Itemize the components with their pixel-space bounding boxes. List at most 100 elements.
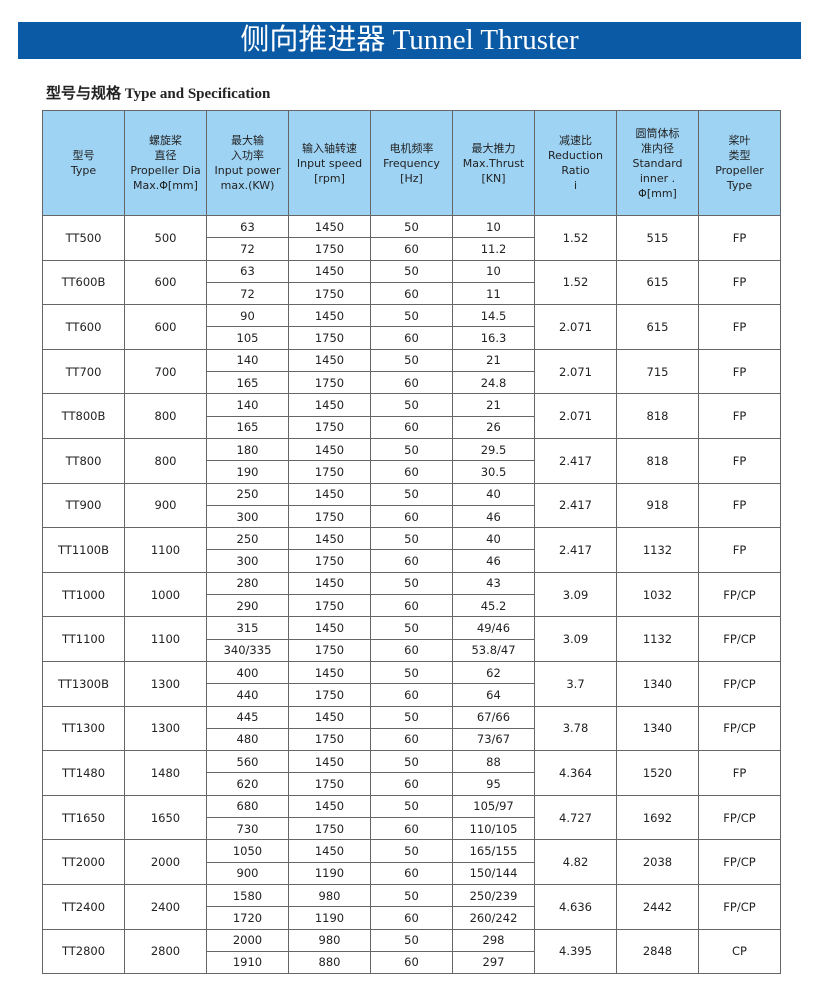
type-cell: TT2800 (42, 928, 125, 975)
input-power-cell: 250 (206, 527, 289, 551)
max-thrust-cell: 11.2 (452, 237, 535, 261)
frequency-cell: 60 (370, 371, 453, 395)
frequency-cell: 60 (370, 950, 453, 975)
propeller-type-cell: FP/CP (698, 571, 781, 618)
table-row: 480 1750 60 73/67 (43, 727, 781, 752)
max-thrust-cell: 53.8/47 (452, 638, 535, 662)
input-speed-cell: 1190 (288, 861, 371, 885)
header-propeller-type: 桨叶 类型 Propeller Type (698, 110, 781, 216)
input-power-cell: 140 (206, 348, 289, 373)
header-line: 最大推力 (471, 141, 516, 155)
input-speed-cell: 1450 (288, 571, 371, 596)
input-power-cell: 445 (206, 705, 289, 729)
reduction-ratio-cell: 3.78 (534, 705, 617, 752)
propeller-dia-cell: 800 (124, 393, 207, 439)
table-row: TT2000 2000 1050 1450 50 165/155 4.82 2038 FP/CP (42, 839, 781, 885)
input-speed-cell: 1450 (288, 482, 371, 506)
max-thrust-cell: 298 (452, 928, 535, 952)
frequency-cell: 50 (370, 214, 453, 239)
frequency-cell: 60 (370, 638, 453, 662)
input-power-cell: 400 (206, 660, 289, 685)
max-thrust-cell: 16.3 (452, 326, 535, 350)
header-line: inner . (639, 171, 676, 185)
propeller-type-cell: FP/CP (698, 660, 781, 707)
max-thrust-cell: 21 (452, 393, 535, 417)
input-speed-cell: 1750 (288, 594, 371, 618)
input-speed-cell: 1750 (288, 683, 371, 707)
standard-inner-cell: 2442 (616, 883, 699, 930)
standard-inner-cell: 818 (616, 393, 699, 439)
reduction-ratio-cell: 4.727 (534, 794, 617, 841)
input-speed-cell: 1450 (288, 259, 371, 283)
max-thrust-cell: 67/66 (452, 705, 535, 729)
standard-inner-cell: 1340 (616, 705, 699, 752)
table-row: TT900 900 250 1450 50 40 2.417 918 FP (42, 482, 781, 529)
table-row: 290 1750 60 45.2 (43, 594, 781, 618)
input-speed-cell: 1450 (288, 393, 371, 417)
input-speed-cell: 1450 (288, 750, 371, 774)
propeller-type-cell: FP/CP (698, 705, 781, 752)
table-row: TT1100 1100 315 1450 50 49/46 3.09 1132 FP/CP (42, 616, 781, 662)
type-cell: TT800 (42, 437, 125, 484)
frequency-cell: 50 (370, 883, 453, 908)
table-row: 165 1750 60 26 (43, 415, 781, 439)
input-speed-cell: 1750 (288, 772, 371, 796)
standard-inner-cell: 1340 (616, 660, 699, 707)
page-title-banner: 侧向推进器 Tunnel Thruster (18, 22, 801, 59)
header-line: 电机频率 (389, 141, 434, 155)
max-thrust-cell: 250/239 (452, 883, 535, 908)
max-thrust-cell: 110/105 (452, 817, 535, 841)
max-thrust-cell: 46 (452, 504, 535, 529)
header-line: i (573, 179, 578, 192)
max-thrust-cell: 21 (452, 348, 535, 373)
input-power-cell: 190 (206, 460, 289, 484)
frequency-cell: 50 (370, 527, 453, 551)
header-line: Reduction (548, 149, 603, 162)
input-speed-cell: 1190 (288, 906, 371, 930)
frequency-cell: 60 (370, 549, 453, 573)
input-power-cell: 730 (206, 817, 289, 841)
table-row: 1910 880 60 297 (43, 950, 781, 975)
table-row: 900 1190 60 150/144 (43, 861, 781, 885)
input-speed-cell: 1450 (288, 214, 371, 239)
input-speed-cell: 1750 (288, 460, 371, 484)
propeller-dia-cell: 1100 (124, 616, 207, 662)
standard-inner-cell: 1692 (616, 794, 699, 841)
header-max-thrust: 最大推力 Max.Thrust [KN] (452, 110, 535, 216)
table-body: TT500 500 63 1450 50 10 1.52 515 FP 72 1750 60 11.2 T… (42, 214, 781, 975)
max-thrust-cell: 40 (452, 482, 535, 506)
propeller-dia-cell: 2000 (124, 839, 207, 885)
frequency-cell: 50 (370, 794, 453, 819)
header-line: Propeller (715, 164, 764, 177)
table-row: 620 1750 60 95 (43, 772, 781, 796)
max-thrust-cell: 165/155 (452, 839, 535, 863)
frequency-cell: 60 (370, 460, 453, 484)
frequency-cell: 60 (370, 683, 453, 707)
propeller-type-cell: FP (698, 259, 781, 306)
header-line: 准内径 (641, 141, 674, 155)
header-type: 型号 Type (42, 110, 125, 216)
propeller-dia-cell: 2400 (124, 883, 207, 930)
header-line: 最大输 (231, 134, 264, 147)
propeller-type-cell: FP (698, 393, 781, 439)
header-line: Max.Φ[mm] (133, 179, 198, 192)
frequency-cell: 50 (370, 705, 453, 729)
reduction-ratio-cell: 1.52 (534, 215, 617, 261)
header-line: Input power (214, 164, 281, 177)
reduction-ratio-cell: 2.417 (534, 527, 617, 573)
propeller-dia-cell: 500 (124, 215, 207, 261)
input-speed-cell: 1750 (288, 237, 371, 261)
input-speed-cell: 1450 (288, 527, 371, 551)
input-speed-cell: 1750 (288, 326, 371, 350)
max-thrust-cell: 26 (452, 415, 535, 439)
header-line: Ratio (561, 164, 590, 177)
standard-inner-cell: 818 (616, 437, 699, 484)
frequency-cell: 50 (370, 482, 453, 506)
standard-inner-cell: 1032 (616, 571, 699, 618)
input-speed-cell: 1450 (288, 304, 371, 328)
frequency-cell: 60 (370, 415, 453, 439)
input-speed-cell: 1450 (288, 839, 371, 863)
table-row: 440 1750 60 64 (43, 683, 781, 707)
frequency-cell: 50 (370, 259, 453, 283)
frequency-cell: 60 (370, 861, 453, 885)
